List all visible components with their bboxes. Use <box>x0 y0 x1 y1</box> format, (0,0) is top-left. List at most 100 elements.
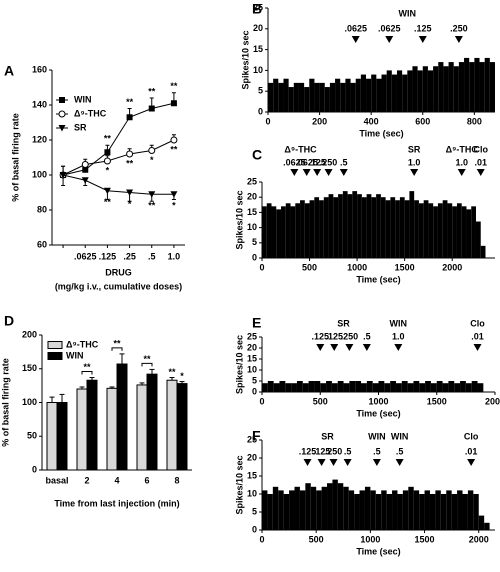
bar <box>56 402 68 471</box>
bar <box>348 490 355 530</box>
bar <box>402 74 408 112</box>
bar <box>276 209 282 258</box>
bar <box>319 200 324 258</box>
bracket <box>81 371 93 375</box>
y-tick-label: 25 <box>247 434 257 444</box>
bracket <box>111 347 123 351</box>
bar <box>425 381 431 392</box>
series-line <box>62 174 174 195</box>
bar <box>262 206 267 258</box>
injection-arrow <box>317 459 326 466</box>
x-tick-label: 1000 <box>347 262 367 272</box>
x-tick-label: 600 <box>415 116 430 126</box>
injection-arrow <box>467 459 476 466</box>
y-tick-label: 15 <box>253 44 263 54</box>
bar <box>381 490 387 530</box>
bar <box>412 66 418 112</box>
x-tick-label: 8 <box>174 475 179 485</box>
y-tick-label: 15 <box>247 207 257 217</box>
x-tick-label: 200 <box>312 116 327 126</box>
bar <box>448 62 454 112</box>
bar <box>267 494 273 530</box>
y-tick-label: 10 <box>247 364 257 374</box>
bar <box>464 57 470 112</box>
dose-label: .250 <box>325 446 343 456</box>
x-tick-label: 400 <box>364 116 379 126</box>
injection-arrow <box>316 344 325 351</box>
significance: ** <box>170 144 178 154</box>
bar <box>333 197 339 258</box>
injection-arrow <box>395 459 404 466</box>
marker <box>81 161 89 168</box>
bar <box>435 490 441 530</box>
bar <box>366 78 372 112</box>
legend-label: SR <box>74 122 87 132</box>
bar <box>489 62 495 112</box>
bar <box>323 197 329 258</box>
bar <box>407 70 413 112</box>
dose-label: .0625 <box>283 157 306 167</box>
bar <box>347 194 353 258</box>
bar <box>273 78 279 112</box>
bar <box>414 200 419 258</box>
dose-label: .125 <box>313 446 331 456</box>
bar <box>342 191 348 258</box>
bar <box>477 383 484 392</box>
bar <box>308 381 315 392</box>
drug-label: WIN <box>391 431 409 441</box>
bar <box>106 387 118 471</box>
panel-letter: B <box>252 1 262 17</box>
bar <box>337 381 344 392</box>
series-line <box>62 102 175 176</box>
marker <box>170 136 178 144</box>
marker <box>103 157 111 165</box>
bar <box>433 66 439 112</box>
significance: ** <box>104 197 112 207</box>
significance: * <box>180 371 184 381</box>
bar <box>309 78 315 112</box>
bar <box>453 66 459 112</box>
y-tick-label: 0 <box>252 524 257 534</box>
y-tick-label: 140 <box>32 99 47 109</box>
bar <box>271 206 277 258</box>
bar <box>436 381 443 392</box>
bar <box>295 203 301 258</box>
bar <box>418 203 424 258</box>
bar <box>378 381 385 392</box>
bar <box>390 381 396 392</box>
bar <box>176 383 188 471</box>
bar <box>471 206 476 258</box>
injection-arrow <box>454 36 463 43</box>
y-tick-label: 0 <box>252 252 257 262</box>
marker <box>170 191 178 198</box>
y-tick-label: 150 <box>22 363 37 373</box>
group-label: WIN <box>399 8 417 18</box>
injection-arrow <box>473 344 482 351</box>
x-tick-label: 2000 <box>469 534 489 544</box>
bar <box>328 194 334 258</box>
bar <box>443 66 449 112</box>
bar <box>116 363 128 471</box>
y-axis-label: Spikes/10 sec <box>234 335 244 394</box>
bar <box>460 381 466 392</box>
x-axis-label: Time (sec) <box>359 128 403 138</box>
significance: ** <box>170 81 178 91</box>
bar <box>304 87 310 112</box>
bar <box>332 479 338 530</box>
bar <box>402 490 409 530</box>
y-tick-label: 60 <box>37 239 47 249</box>
bar <box>479 62 485 112</box>
bar <box>76 388 88 471</box>
bar <box>395 383 402 392</box>
panel-letter: D <box>4 313 14 329</box>
bar <box>278 490 284 530</box>
bar <box>273 383 280 392</box>
injection-arrow <box>339 169 348 176</box>
x-tick-label: 500 <box>302 262 317 272</box>
bar <box>385 200 391 258</box>
bar <box>136 384 148 471</box>
bar <box>267 381 274 392</box>
bar <box>298 82 305 112</box>
bar <box>345 78 351 112</box>
injection-arrow <box>303 459 312 466</box>
